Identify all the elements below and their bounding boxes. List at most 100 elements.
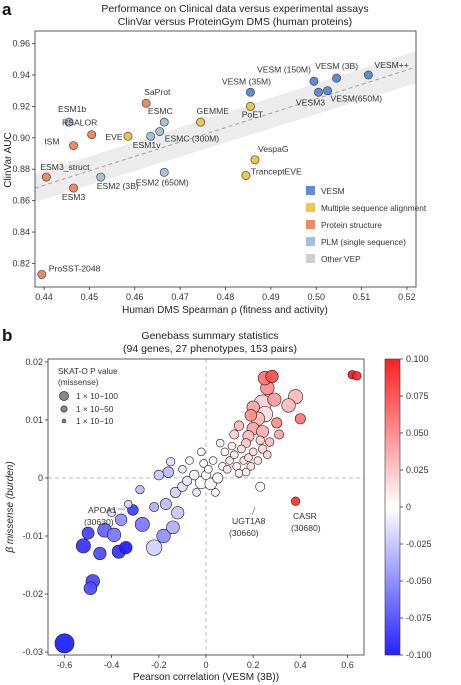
gene-phenotype-point xyxy=(253,456,263,465)
gene-phenotype-point xyxy=(256,425,269,438)
x-tick-label: 0.44 xyxy=(35,292,53,302)
gene-phenotype-point xyxy=(232,462,241,471)
gene-phenotype-point xyxy=(211,488,220,497)
gene-phenotype-point xyxy=(215,438,225,448)
point-eve xyxy=(123,131,133,141)
annotation-apoa1-code: (30630) xyxy=(84,517,114,527)
size-legend-circle-medium xyxy=(60,405,68,413)
gene-phenotype-point xyxy=(225,456,234,465)
panel-b-y-axis-label: β missense (burden) xyxy=(5,461,16,553)
point-esm2-3b xyxy=(96,172,106,182)
size-legend-label-medium: 1 × 10−50 xyxy=(76,404,114,414)
legend-entry-vesm: VESM xyxy=(306,186,345,196)
y-tick-label: 0.84 xyxy=(12,227,30,237)
panel-a-title-line2: ClinVar versus ProteinGym DMS (human pro… xyxy=(118,16,352,28)
legend-label-other: Other VEP xyxy=(321,254,361,264)
gene-phenotype-point xyxy=(178,465,187,474)
colorbar-tick-label: 0.075 xyxy=(406,391,429,401)
point-vesm xyxy=(363,70,373,80)
panel-a-x-ticks: 0.44 0.45 0.46 0.47 0.48 0.49 0.50 0.51 0.52 xyxy=(35,287,416,302)
gene-phenotype-point xyxy=(156,528,171,544)
x-tick-label: 0.6 xyxy=(341,660,354,670)
label-vesm-3b: VESM (3B) xyxy=(315,61,358,71)
x-tick-label: 0.50 xyxy=(307,292,325,302)
panel-a-y-ticks: 0.82 0.84 0.86 0.88 0.90 0.92 0.94 0.96 xyxy=(12,39,35,268)
legend-entry-other: Other VEP xyxy=(306,254,361,264)
gene-phenotype-point xyxy=(222,465,232,474)
label-vesm-35m: VESM (35M) xyxy=(222,76,271,86)
gene-phenotype-point xyxy=(241,438,251,449)
gene-phenotype-point xyxy=(244,409,257,422)
panel-a-letter: a xyxy=(2,0,12,19)
x-tick-label: 0.49 xyxy=(262,292,280,302)
panel-b-x-ticks: -0.6 -0.4 -0.2 0 0.2 0.4 0.6 xyxy=(57,655,354,670)
x-tick-label: 0.48 xyxy=(217,292,235,302)
gene-phenotype-point xyxy=(248,447,258,457)
panel-a-x-axis-label: Human DMS Spearman ρ (fitness and activi… xyxy=(122,305,328,316)
panel-b-y-ticks: 0.02 0.01 0 -0.01 -0.02 -0.03 xyxy=(22,357,48,657)
colorbar-ticks: 0.100 0.075 0.050 0.025 0 -0.025 -0.050 -0.075 -… xyxy=(400,354,432,660)
point-esmc xyxy=(159,117,169,127)
legend-swatch-vesm xyxy=(306,186,315,195)
gene-phenotype-point xyxy=(199,459,208,468)
x-tick-label: 0.51 xyxy=(353,292,371,302)
gene-phenotype-point xyxy=(159,498,172,511)
y-tick-label: 0.86 xyxy=(12,196,30,206)
gene-phenotype-point xyxy=(182,475,193,486)
label-poet: PoET xyxy=(242,109,264,119)
y-tick-label: 0.88 xyxy=(12,164,30,174)
gene-phenotype-point xyxy=(234,469,244,478)
gene-phenotype-point xyxy=(258,444,268,454)
y-tick-label: 0.96 xyxy=(12,39,30,49)
panel-b-x-axis-label: Pearson correlation (VESM (3B)) xyxy=(133,672,279,683)
trend-line-dashed xyxy=(34,66,417,189)
gene-phenotype-point xyxy=(271,417,283,429)
point-trancepteve xyxy=(241,171,251,180)
gene-phenotype-point xyxy=(146,539,163,556)
y-tick-label: -0.02 xyxy=(22,589,43,599)
point-poet xyxy=(245,101,255,111)
legend-label-plm: PLM (single sequence) xyxy=(321,237,406,247)
gene-phenotype-point xyxy=(274,429,285,440)
legend-swatch-plm xyxy=(306,237,315,246)
point-vespag xyxy=(250,155,260,165)
legend-entry-structure: Protein structure xyxy=(306,220,382,230)
gene-phenotype-point xyxy=(208,456,218,465)
x-tick-label: -0.4 xyxy=(104,660,120,670)
point-ism xyxy=(69,141,79,151)
annotation-ugt1a8-leader xyxy=(251,506,256,516)
point-esm3 xyxy=(69,183,79,193)
gene-phenotype-point xyxy=(114,513,128,526)
annotation-casr-name: CASR xyxy=(293,511,317,521)
label-vesm: VESM++ xyxy=(374,60,408,70)
label-trancepteve: TranceptEVE xyxy=(251,166,302,176)
label-rsalor: RSALOR xyxy=(62,118,97,128)
gene-phenotype-point xyxy=(291,496,301,506)
x-tick-label: 0.4 xyxy=(294,660,307,670)
gene-phenotype-point xyxy=(185,456,194,465)
gene-phenotype-point xyxy=(246,462,256,471)
label-esm3: ESM3 xyxy=(62,192,86,202)
panel-a-title-line1: Performance on Clinical data versus expe… xyxy=(101,3,368,15)
panel-b-annotations: APOA1 (30630) UGT1A8 (30660) CASR (30680… xyxy=(84,505,321,538)
x-tick-label: 0.46 xyxy=(126,292,144,302)
label-esm2-3b: ESM2 (3B) xyxy=(97,181,139,191)
label-esm2-650m: ESM2 (650M) xyxy=(136,177,189,187)
gene-phenotype-point xyxy=(263,450,272,459)
gene-phenotype-point xyxy=(204,465,213,474)
panel-a: a Performance on Clinical data versus ex… xyxy=(2,0,427,316)
legend-entry-plm: PLM (single sequence) xyxy=(306,237,406,247)
y-tick-label: 0.01 xyxy=(25,415,43,425)
gene-phenotype-point xyxy=(107,508,116,518)
gene-phenotype-point xyxy=(166,520,180,535)
colorbar-tick-label: -0.100 xyxy=(406,650,432,660)
size-legend-title: SKAT-O P value xyxy=(58,366,118,376)
panel-b-title-line1: Genebass summary statistics xyxy=(141,330,278,342)
size-legend-circle-large xyxy=(59,391,69,401)
gene-phenotype-point xyxy=(149,502,160,512)
colorbar-tick-label: 0 xyxy=(406,502,411,512)
gene-phenotype-point xyxy=(255,435,265,445)
gene-phenotype-point xyxy=(106,527,122,542)
gene-phenotype-point xyxy=(135,484,145,495)
annotation-casr-code: (30680) xyxy=(291,523,321,533)
